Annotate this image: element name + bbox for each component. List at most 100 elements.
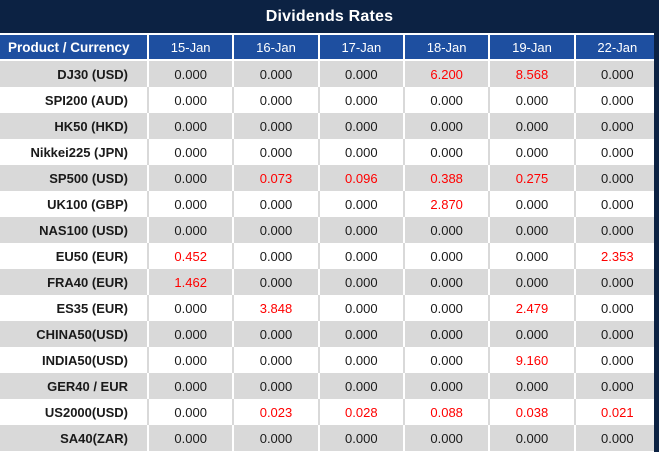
product-cell: CHINA50(USD) <box>36 326 128 342</box>
column-header-15-jan: 15-Jan <box>147 35 232 59</box>
header-row: Product / Currency 15-Jan 16-Jan 17-Jan 18-… <box>0 33 659 61</box>
value-cell: 0.000 <box>488 373 573 399</box>
table-row: UK100 (GBP) 0.000 0.000 0.000 2.870 0.000 0.00… <box>0 191 659 217</box>
value-cell: 0.000 <box>402 295 488 321</box>
value-cell: 0.000 <box>147 139 232 165</box>
value-cell: 0.000 <box>147 399 232 425</box>
value-cell: 0.000 <box>402 87 488 113</box>
product-cell: ES35 (EUR) <box>56 300 128 316</box>
value-cell: 0.000 <box>402 269 488 295</box>
value-cell: 0.000 <box>402 113 488 139</box>
right-border-strip <box>654 0 659 452</box>
value-cell: 0.452 <box>147 243 232 269</box>
value-cell: 2.870 <box>402 191 488 217</box>
value-cell: 0.000 <box>317 347 403 373</box>
product-cell: EU50 (EUR) <box>55 248 128 264</box>
value-cell: 0.000 <box>232 425 317 451</box>
product-cell: SA40(ZAR) <box>60 430 128 446</box>
column-header-16-jan: 16-Jan <box>232 35 317 59</box>
value-cell: 0.096 <box>317 165 403 191</box>
value-cell: 0.073 <box>232 165 317 191</box>
table-row: Nikkei225 (JPN) 0.000 0.000 0.000 0.000 0.000… <box>0 139 659 165</box>
product-cell: HK50 (HKD) <box>54 118 128 134</box>
value-cell: 0.000 <box>573 217 659 243</box>
product-cell: US2000(USD) <box>44 404 128 420</box>
product-cell: DJ30 (USD) <box>57 66 128 82</box>
value-cell: 0.000 <box>488 243 573 269</box>
value-cell: 0.000 <box>232 87 317 113</box>
product-cell: FRA40 (EUR) <box>47 274 128 290</box>
value-cell: 0.000 <box>232 61 317 87</box>
column-header-18-jan: 18-Jan <box>402 35 488 59</box>
column-header-22-jan: 22-Jan <box>573 35 659 59</box>
value-cell: 0.000 <box>317 87 403 113</box>
value-cell: 0.000 <box>488 139 573 165</box>
value-cell: 0.038 <box>488 399 573 425</box>
value-cell: 0.000 <box>573 295 659 321</box>
product-cell: Nikkei225 (JPN) <box>30 144 128 160</box>
value-cell: 0.000 <box>488 191 573 217</box>
value-cell: 0.000 <box>573 373 659 399</box>
product-cell: NAS100 (USD) <box>39 222 128 238</box>
table-body: DJ30 (USD) 0.000 0.000 0.000 6.200 8.568 0.000… <box>0 61 659 451</box>
value-cell: 0.000 <box>147 347 232 373</box>
value-cell: 0.000 <box>317 113 403 139</box>
value-cell: 0.000 <box>232 217 317 243</box>
value-cell: 0.000 <box>573 87 659 113</box>
value-cell: 0.000 <box>317 373 403 399</box>
value-cell: 9.160 <box>488 347 573 373</box>
value-cell: 0.023 <box>232 399 317 425</box>
value-cell: 3.848 <box>232 295 317 321</box>
value-cell: 0.000 <box>147 165 232 191</box>
value-cell: 0.000 <box>402 321 488 347</box>
value-cell: 1.462 <box>147 269 232 295</box>
value-cell: 0.000 <box>232 321 317 347</box>
column-header-product-currency: Product / Currency <box>8 39 130 55</box>
value-cell: 6.200 <box>402 61 488 87</box>
value-cell: 0.021 <box>573 399 659 425</box>
table-row: US2000(USD) 0.000 0.023 0.028 0.088 0.038 0.02… <box>0 399 659 425</box>
value-cell: 0.000 <box>573 61 659 87</box>
value-cell: 0.275 <box>488 165 573 191</box>
value-cell: 0.000 <box>317 269 403 295</box>
value-cell: 0.000 <box>573 425 659 451</box>
value-cell: 2.353 <box>573 243 659 269</box>
value-cell: 0.000 <box>147 61 232 87</box>
product-cell: UK100 (GBP) <box>47 196 128 212</box>
column-header-19-jan: 19-Jan <box>488 35 573 59</box>
table-row: DJ30 (USD) 0.000 0.000 0.000 6.200 8.568 0.000 <box>0 61 659 87</box>
table-row: GER40 / EUR 0.000 0.000 0.000 0.000 0.000 0.00… <box>0 373 659 399</box>
value-cell: 0.000 <box>573 347 659 373</box>
value-cell: 0.000 <box>488 321 573 347</box>
value-cell: 0.000 <box>488 113 573 139</box>
value-cell: 0.000 <box>147 191 232 217</box>
value-cell: 0.000 <box>147 321 232 347</box>
value-cell: 0.000 <box>573 321 659 347</box>
table-row: EU50 (EUR) 0.452 0.000 0.000 0.000 0.000 2.353 <box>0 243 659 269</box>
value-cell: 0.000 <box>573 269 659 295</box>
table-row: HK50 (HKD) 0.000 0.000 0.000 0.000 0.000 0.000 <box>0 113 659 139</box>
value-cell: 0.000 <box>147 295 232 321</box>
table-row: FRA40 (EUR) 1.462 0.000 0.000 0.000 0.000 0.00… <box>0 269 659 295</box>
value-cell: 0.000 <box>232 139 317 165</box>
value-cell: 0.000 <box>232 373 317 399</box>
product-cell: INDIA50(USD) <box>42 352 128 368</box>
value-cell: 0.000 <box>402 347 488 373</box>
value-cell: 0.000 <box>317 321 403 347</box>
value-cell: 0.000 <box>317 139 403 165</box>
table-title: Dividends Rates <box>0 0 659 33</box>
value-cell: 0.000 <box>147 373 232 399</box>
value-cell: 0.000 <box>573 165 659 191</box>
value-cell: 0.000 <box>573 191 659 217</box>
product-cell: GER40 / EUR <box>47 378 128 394</box>
value-cell: 0.388 <box>402 165 488 191</box>
value-cell: 0.000 <box>147 113 232 139</box>
value-cell: 0.000 <box>232 347 317 373</box>
value-cell: 0.000 <box>573 139 659 165</box>
value-cell: 0.000 <box>317 425 403 451</box>
value-cell: 0.000 <box>402 425 488 451</box>
value-cell: 0.000 <box>402 139 488 165</box>
table-row: ES35 (EUR) 0.000 3.848 0.000 0.000 2.479 0.000 <box>0 295 659 321</box>
value-cell: 0.000 <box>147 425 232 451</box>
